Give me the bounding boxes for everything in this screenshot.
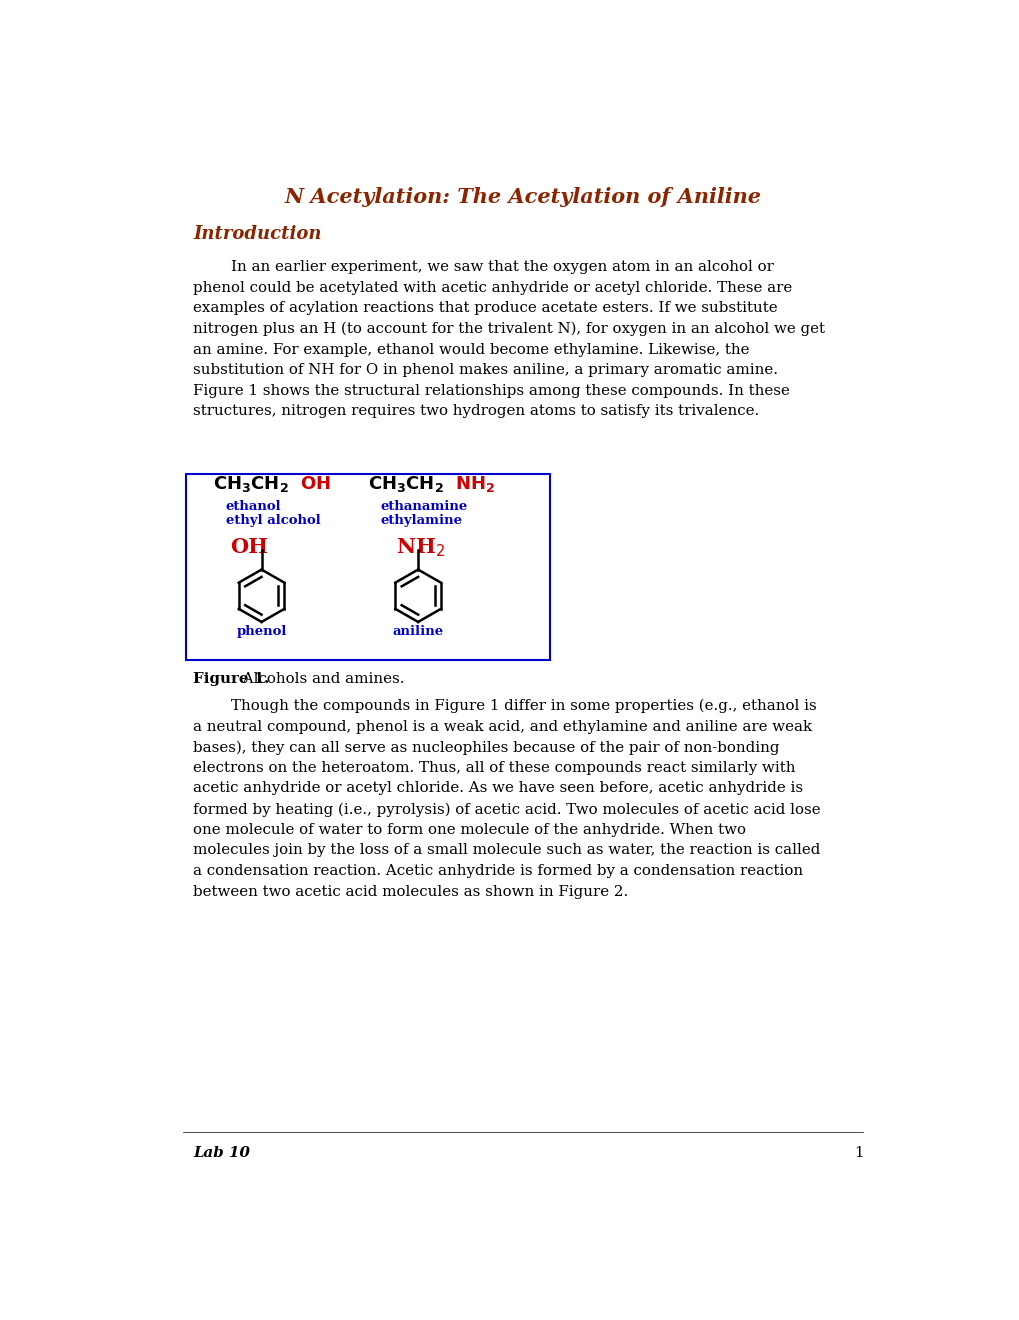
Text: a neutral compound, phenol is a weak acid, and ethylamine and aniline are weak: a neutral compound, phenol is a weak aci… (194, 719, 812, 734)
Text: 1: 1 (854, 1146, 863, 1160)
Text: ethanamine: ethanamine (380, 500, 468, 513)
Text: $\mathbf{NH_2}$: $\mathbf{NH_2}$ (454, 474, 494, 494)
Text: one molecule of water to form one molecule of the anhydride. When two: one molecule of water to form one molecu… (194, 822, 746, 837)
Text: OH: OH (230, 537, 268, 557)
Text: substitution of NH for O in phenol makes aniline, a primary aromatic amine.: substitution of NH for O in phenol makes… (194, 363, 777, 378)
Text: ethylamine: ethylamine (380, 513, 463, 527)
Text: electrons on the heteroatom. Thus, all of these compounds react similarly with: electrons on the heteroatom. Thus, all o… (194, 760, 795, 775)
Text: phenol could be acetylated with acetic anhydride or acetyl chloride. These are: phenol could be acetylated with acetic a… (194, 281, 792, 294)
Text: ethanol: ethanol (225, 500, 281, 513)
Text: In an earlier experiment, we saw that the oxygen atom in an alcohol or: In an earlier experiment, we saw that th… (194, 260, 773, 275)
Text: nitrogen plus an H (to account for the trivalent N), for oxygen in an alcohol we: nitrogen plus an H (to account for the t… (194, 322, 824, 337)
Text: structures, nitrogen requires two hydrogen atoms to satisfy its trivalence.: structures, nitrogen requires two hydrog… (194, 404, 759, 418)
Text: an amine. For example, ethanol would become ethylamine. Likewise, the: an amine. For example, ethanol would bec… (194, 343, 749, 356)
Text: $\mathbf{OH}$: $\mathbf{OH}$ (300, 475, 330, 494)
Text: NH$_2$: NH$_2$ (396, 536, 445, 558)
Text: $\mathbf{CH_3CH_2}$: $\mathbf{CH_3CH_2}$ (368, 474, 443, 494)
Text: aniline: aniline (392, 626, 443, 639)
Text: acetic anhydride or acetyl chloride. As we have seen before, acetic anhydride is: acetic anhydride or acetyl chloride. As … (194, 781, 803, 796)
Text: Though the compounds in Figure 1 differ in some properties (e.g., ethanol is: Though the compounds in Figure 1 differ … (194, 700, 816, 713)
Text: bases), they can all serve as nucleophiles because of the pair of non-bonding: bases), they can all serve as nucleophil… (194, 741, 780, 755)
Text: Figure 1 shows the structural relationships among these compounds. In these: Figure 1 shows the structural relationsh… (194, 384, 790, 397)
Text: between two acetic acid molecules as shown in Figure 2.: between two acetic acid molecules as sho… (194, 884, 628, 899)
Text: Lab 10: Lab 10 (194, 1146, 250, 1160)
Text: formed by heating (i.e., pyrolysis) of acetic acid. Two molecules of acetic acid: formed by heating (i.e., pyrolysis) of a… (194, 803, 820, 817)
Text: N Acetylation: The Acetylation of Aniline: N Acetylation: The Acetylation of Anilin… (284, 187, 760, 207)
FancyBboxPatch shape (185, 474, 549, 660)
Text: Alcohols and amines.: Alcohols and amines. (238, 672, 405, 686)
Text: $\mathbf{CH_3CH_2}$: $\mathbf{CH_3CH_2}$ (213, 474, 288, 494)
Text: molecules join by the loss of a small molecule such as water, the reaction is ca: molecules join by the loss of a small mo… (194, 843, 820, 858)
Text: ethyl alcohol: ethyl alcohol (225, 513, 320, 527)
Text: phenol: phenol (236, 626, 286, 639)
Text: a condensation reaction. Acetic anhydride is formed by a condensation reaction: a condensation reaction. Acetic anhydrid… (194, 865, 803, 878)
Text: examples of acylation reactions that produce acetate esters. If we substitute: examples of acylation reactions that pro… (194, 301, 777, 315)
Text: Figure 1.: Figure 1. (194, 672, 269, 686)
Text: Introduction: Introduction (194, 224, 322, 243)
